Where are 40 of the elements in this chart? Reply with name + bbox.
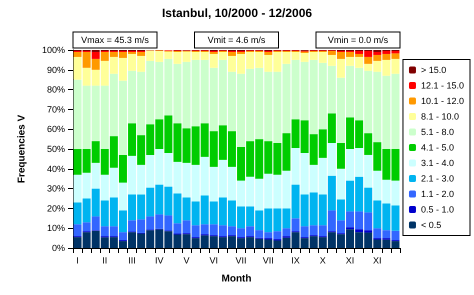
x-tick-label: VII	[236, 256, 247, 266]
legend-label: > 15.0	[420, 65, 446, 75]
y-tick-label: 50%	[46, 144, 65, 154]
chart-title: Istanbul, 10/2000 - 12/2006	[162, 6, 312, 20]
y-axis-title: Frequencies V	[16, 114, 28, 184]
legend-label: 1.1 - 2.0	[420, 189, 454, 199]
legend-label: 12.1 - 15.0	[420, 80, 464, 90]
x-axis-title: Month	[222, 274, 252, 284]
y-tick-label: 60%	[46, 124, 65, 134]
x-tick-label: IX	[291, 256, 300, 266]
x-tick-label: IV	[155, 256, 164, 266]
y-tick-label: 0%	[52, 243, 65, 253]
legend-label: 8.1 - 10.0	[420, 112, 459, 122]
x-tick-label: XI	[373, 256, 382, 266]
legend-label: < 0.5	[420, 220, 442, 230]
x-tick-label: I	[76, 256, 79, 266]
x-tick-label: VI	[210, 256, 218, 266]
y-tick-label: 40%	[46, 164, 65, 174]
legend-label: 3.1 - 4.0	[420, 158, 454, 168]
legend-label: 4.1 - 5.0	[420, 142, 454, 152]
text: Vmin = 0.0 m/s	[328, 35, 389, 45]
x-tick-label: III	[128, 256, 136, 266]
legend-label: 5.1 - 8.0	[420, 127, 454, 137]
x-tick-label: V	[184, 256, 190, 266]
legend-label: 2.1 - 3.0	[420, 174, 454, 184]
legend-label: 0.5 - 1.0	[420, 204, 454, 214]
x-tick-label: XI	[346, 256, 354, 266]
text: Vmit = 4.6 m/s	[208, 35, 266, 45]
text: Vmax = 45.3 m/s	[81, 35, 150, 45]
y-tick-label: 30%	[46, 184, 65, 194]
x-tick-label: X	[320, 256, 326, 266]
y-tick-label: 100%	[42, 45, 65, 55]
x-tick-label: II	[102, 256, 108, 266]
legend-label: 10.1 - 12.0	[420, 96, 464, 106]
x-tick-label: VII	[262, 256, 274, 266]
y-tick-label: 70%	[46, 104, 65, 114]
y-tick-label: 80%	[46, 84, 65, 95]
y-tick-label: 10%	[46, 223, 65, 234]
y-tick-label: 90%	[46, 64, 65, 75]
y-tick-label: 20%	[46, 203, 65, 214]
